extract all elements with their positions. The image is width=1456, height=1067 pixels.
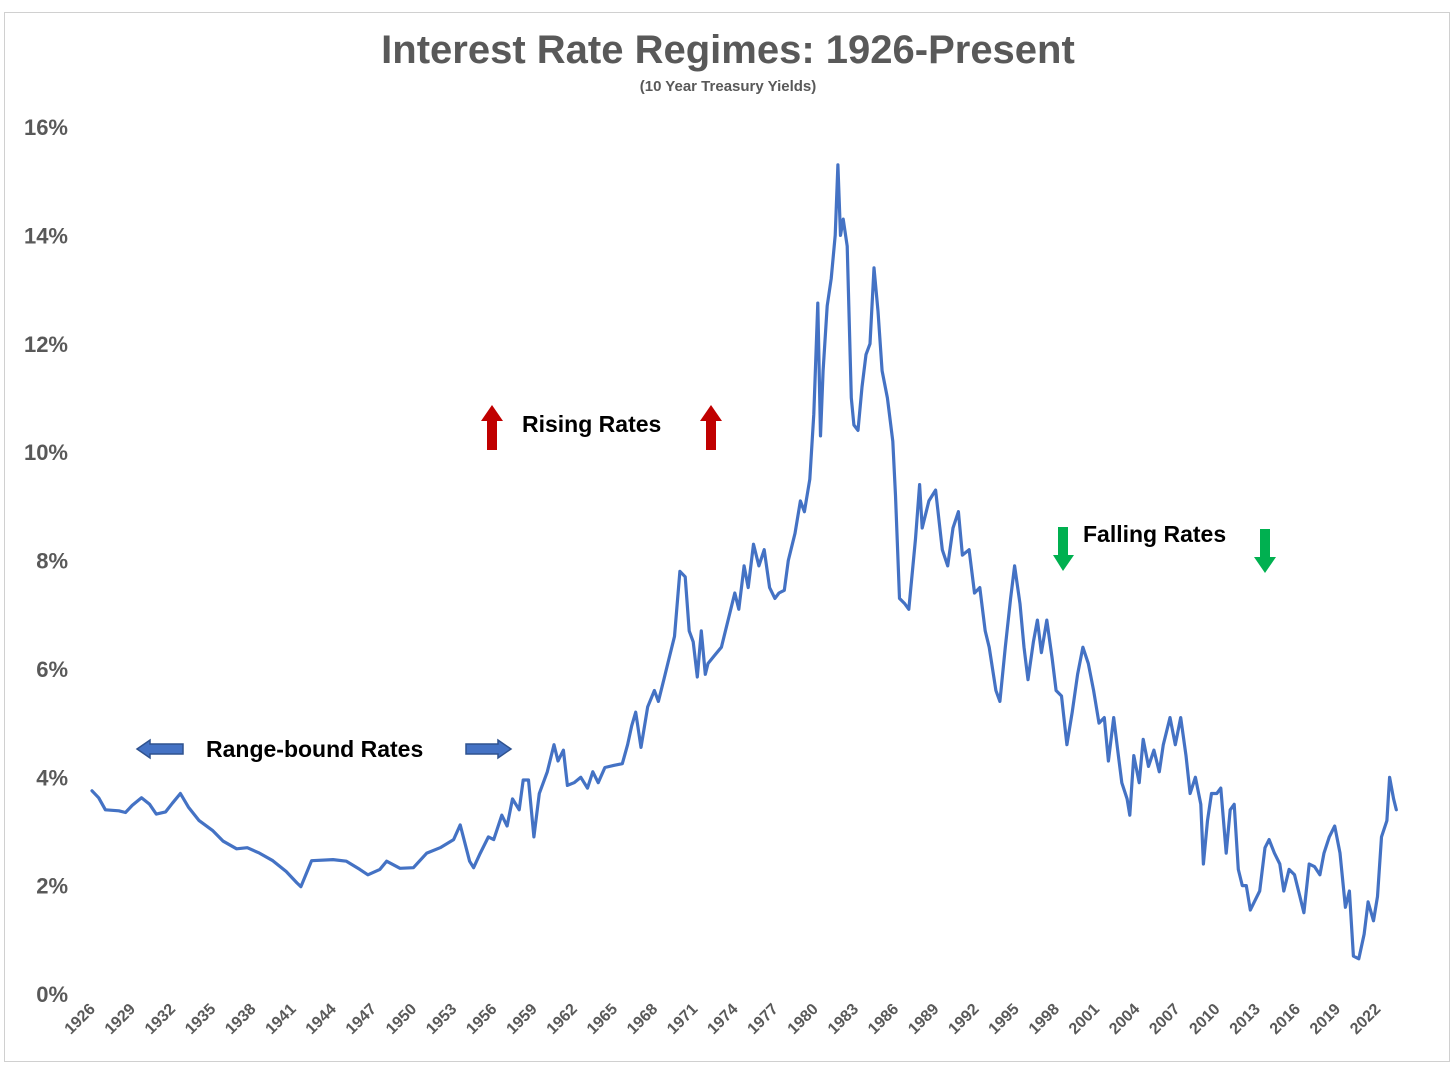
- x-tick-label: 1944: [303, 1001, 340, 1038]
- x-tick-label: 1968: [624, 1001, 661, 1038]
- x-tick-label: 2016: [1267, 1001, 1304, 1038]
- annotation-label: Rising Rates: [522, 411, 661, 437]
- y-tick-label: 14%: [24, 223, 68, 248]
- x-tick-label: 1956: [463, 1001, 500, 1038]
- x-tick-label: 1983: [825, 1001, 862, 1038]
- x-tick-label: 2004: [1106, 1001, 1143, 1038]
- up-arrow-icon: [481, 405, 503, 450]
- x-tick-label: 1932: [142, 1001, 179, 1038]
- x-tick-label: 1941: [263, 1001, 300, 1038]
- left-arrow-icon: [135, 738, 184, 760]
- annotation-falling: Falling Rates: [1053, 521, 1276, 573]
- y-tick-label: 12%: [24, 332, 68, 357]
- down-arrow-icon: [1053, 527, 1074, 571]
- annotation-rising: Rising Rates: [481, 405, 722, 450]
- x-tick-label: 1977: [745, 1001, 782, 1038]
- y-tick-label: 10%: [24, 440, 68, 465]
- x-tick-label: 1992: [945, 1001, 982, 1038]
- chart-title: Interest Rate Regimes: 1926-Present: [381, 28, 1075, 72]
- chart-subtitle: (10 Year Treasury Yields): [639, 78, 817, 95]
- right-arrow-icon: [465, 738, 513, 760]
- x-tick-label: 2001: [1066, 1001, 1103, 1038]
- chart-frame: [4, 12, 1450, 1062]
- x-tick-label: 1938: [222, 1001, 259, 1038]
- x-tick-label: 1935: [182, 1001, 219, 1038]
- y-tick-label: 16%: [24, 115, 68, 140]
- series-line: [90, 163, 1398, 961]
- x-tick-label: 2022: [1347, 1001, 1384, 1038]
- x-tick-label: 2019: [1307, 1001, 1344, 1038]
- x-tick-label: 1995: [986, 1001, 1023, 1038]
- x-tick-label: 1986: [865, 1001, 902, 1038]
- up-arrow-icon: [700, 405, 722, 450]
- x-tick-label: 1953: [423, 1001, 460, 1038]
- x-tick-label: 1974: [704, 1001, 741, 1038]
- x-tick-label: 1929: [102, 1001, 139, 1038]
- annotation-label: Range-bound Rates: [206, 736, 423, 762]
- y-tick-label: 2%: [36, 874, 68, 899]
- x-tick-label: 1989: [905, 1001, 942, 1038]
- x-tick-label: 2013: [1227, 1001, 1264, 1038]
- y-tick-label: 6%: [36, 657, 68, 682]
- y-axis: 0% 2% 4% 6% 8% 10% 12% 14% 16%: [24, 115, 68, 1007]
- x-tick-label: 1965: [584, 1001, 621, 1038]
- x-tick-label: 1950: [383, 1001, 420, 1038]
- x-tick-label: 1947: [343, 1001, 380, 1038]
- x-axis: 1926 1929 1932 1935 1938 1941 1944 1947 1950 1953…: [62, 1001, 1385, 1038]
- y-tick-label: 8%: [36, 549, 68, 574]
- x-tick-label: 2010: [1186, 1001, 1223, 1038]
- y-tick-label: 4%: [36, 765, 68, 790]
- annotation-range-bound: Range-bound Rates: [135, 736, 513, 762]
- x-tick-label: 1971: [664, 1001, 701, 1038]
- x-tick-label: 1980: [785, 1001, 822, 1038]
- y-tick-label: 0%: [36, 982, 68, 1007]
- x-tick-label: 1962: [544, 1001, 581, 1038]
- annotation-label: Falling Rates: [1083, 521, 1226, 547]
- x-tick-label: 2007: [1146, 1001, 1183, 1038]
- down-arrow-icon: [1254, 529, 1276, 573]
- x-tick-label: 1959: [504, 1001, 541, 1038]
- x-tick-label: 1998: [1026, 1001, 1063, 1038]
